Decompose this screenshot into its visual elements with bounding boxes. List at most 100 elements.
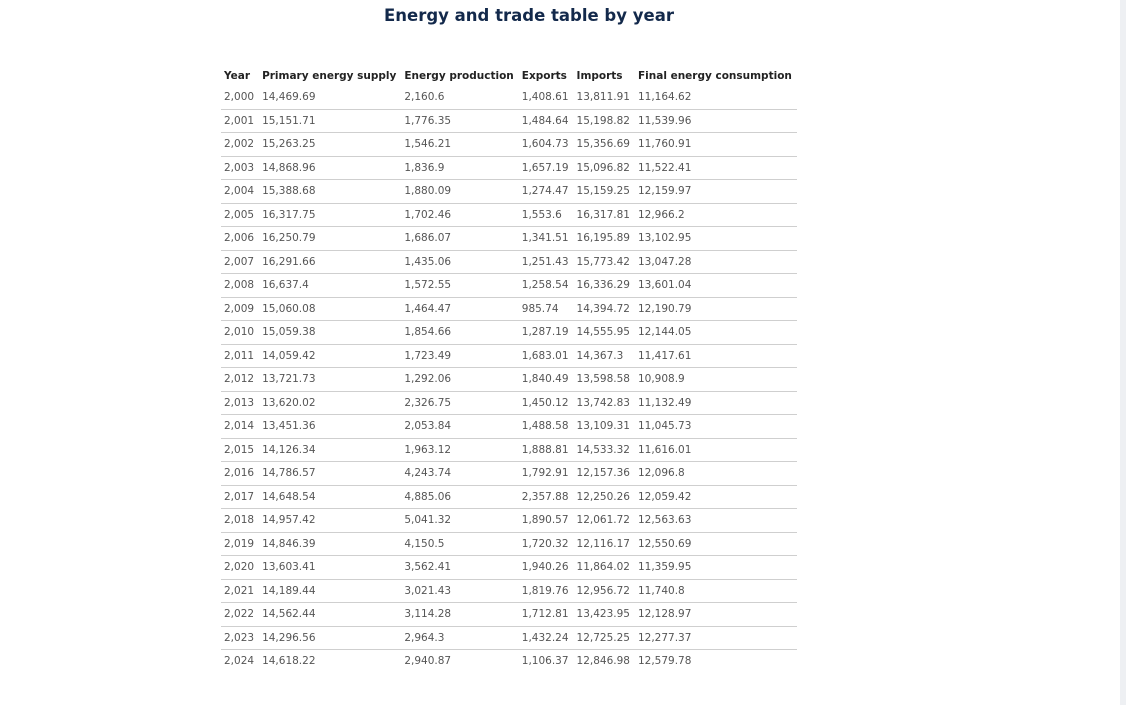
table-row: 2,019 14,846.39 4,150.5 1,720.32 12,116.17 12…: [221, 531, 797, 556]
cell-exports: 1,484.64: [518, 108, 574, 133]
cell-primary-energy-supply: 14,648.54: [259, 484, 402, 509]
cell-primary-energy-supply: 13,603.41: [259, 555, 402, 579]
cell-imports: 13,742.83: [573, 390, 635, 415]
cell-final-energy-consumption: 12,144.05: [634, 320, 797, 344]
cell-final-energy-consumption: 12,563.63: [634, 508, 797, 532]
table-row: 2,011 14,059.42 1,723.49 1,683.01 14,367.3 11…: [221, 343, 797, 368]
cell-year: 2,017: [221, 484, 260, 509]
cell-primary-energy-supply: 15,388.68: [259, 179, 402, 203]
column-header-imports: Imports: [576, 70, 623, 82]
cell-energy-production: 3,114.28: [401, 602, 519, 626]
cell-energy-production: 1,723.49: [401, 343, 519, 368]
cell-energy-production: 4,150.5: [401, 531, 519, 556]
cell-exports: 1,604.73: [518, 132, 574, 156]
cell-imports: 12,846.98: [573, 649, 635, 673]
cell-final-energy-consumption: 11,760.91: [634, 132, 797, 156]
cell-imports: 12,250.26: [573, 484, 635, 509]
column-header-energy-production: Energy production: [404, 70, 514, 82]
cell-final-energy-consumption: 12,096.8: [634, 461, 797, 485]
cell-imports: 14,367.3: [573, 343, 635, 368]
table-title: Energy and trade table by year: [384, 6, 674, 25]
cell-exports: 1,258.54: [518, 273, 574, 297]
table-body: 2,000 14,469.69 2,160.6 1,408.61 13,811.91 11…: [221, 86, 797, 673]
cell-final-energy-consumption: 13,102.95: [634, 226, 797, 250]
table-row: 2,013 13,620.02 2,326.75 1,450.12 13,742.83 1…: [221, 390, 797, 415]
table-row: 2,006 16,250.79 1,686.07 1,341.51 16,195.89 1…: [221, 226, 797, 250]
cell-imports: 12,956.72: [573, 578, 635, 603]
table-row: 2,022 14,562.44 3,114.28 1,712.81 13,423.95 1…: [221, 602, 797, 626]
cell-imports: 14,555.95: [573, 320, 635, 344]
cell-primary-energy-supply: 15,059.38: [259, 320, 402, 344]
cell-primary-energy-supply: 15,263.25: [259, 132, 402, 156]
cell-energy-production: 3,562.41: [401, 555, 519, 579]
cell-imports: 13,811.91: [576, 91, 630, 104]
cell-exports: 1,450.12: [518, 390, 574, 415]
table-row: 2,020 13,603.41 3,562.41 1,940.26 11,864.02 1…: [221, 555, 797, 579]
cell-imports: 14,533.32: [573, 437, 635, 462]
cell-exports: 985.74: [518, 296, 574, 321]
cell-energy-production: 1,854.66: [401, 320, 519, 344]
cell-energy-production: 4,885.06: [401, 484, 519, 509]
cell-year: 2,010: [221, 320, 260, 344]
cell-imports: 15,096.82: [573, 155, 635, 180]
cell-exports: 1,657.19: [518, 155, 574, 180]
cell-imports: 12,061.72: [573, 508, 635, 532]
cell-final-energy-consumption: 11,164.62: [637, 91, 692, 104]
column-header-exports: Exports: [521, 70, 567, 82]
cell-exports: 1,287.19: [518, 320, 574, 344]
cell-imports: 14,394.72: [573, 296, 635, 321]
cell-primary-energy-supply: 15,151.71: [259, 108, 402, 133]
cell-primary-energy-supply: 14,957.42: [259, 508, 402, 532]
cell-primary-energy-supply: 13,721.73: [259, 367, 402, 391]
cell-primary-energy-supply: 14,059.42: [259, 343, 402, 368]
cell-final-energy-consumption: 11,522.41: [634, 155, 797, 180]
cell-imports: 15,773.42: [573, 249, 635, 274]
cell-final-energy-consumption: 11,539.96: [634, 108, 797, 133]
table-row: 2,003 14,868.96 1,836.9 1,657.19 15,096.82 11…: [221, 155, 797, 180]
cell-energy-production: 1,776.35: [401, 108, 519, 133]
cell-energy-production: 4,243.74: [401, 461, 519, 485]
cell-year: 2,023: [221, 625, 260, 650]
cell-primary-energy-supply: 14,296.56: [259, 625, 402, 650]
table-row: 2,014 13,451.36 2,053.84 1,488.58 13,109.31 1…: [221, 414, 797, 438]
cell-exports: 1,432.24: [518, 625, 574, 650]
cell-final-energy-consumption: 11,740.8: [634, 578, 797, 603]
cell-energy-production: 1,572.55: [401, 273, 519, 297]
cell-year: 2,018: [221, 508, 260, 532]
cell-exports: 1,408.61: [521, 91, 569, 104]
cell-exports: 1,888.81: [518, 437, 574, 462]
cell-energy-production: 1,880.09: [401, 179, 519, 203]
cell-primary-energy-supply: 16,637.4: [259, 273, 402, 297]
cell-imports: 13,423.95: [573, 602, 635, 626]
cell-primary-energy-supply: 16,250.79: [259, 226, 402, 250]
cell-exports: 1,890.57: [518, 508, 574, 532]
cell-energy-production: 1,464.47: [401, 296, 519, 321]
cell-energy-production: 2,940.87: [401, 649, 519, 673]
table-row: 2,009 15,060.08 1,464.47 985.74 14,394.72 12,…: [221, 296, 797, 321]
column-header-primary-energy-supply: Primary energy supply: [262, 70, 397, 82]
cell-year: 2,021: [221, 578, 260, 603]
cell-year: 2,015: [221, 437, 260, 462]
cell-energy-production: 1,702.46: [401, 202, 519, 227]
cell-imports: 12,116.17: [573, 531, 635, 556]
table-row: 2,000 14,469.69 2,160.6 1,408.61 13,811.91 11…: [221, 86, 797, 109]
cell-imports: 16,336.29: [573, 273, 635, 297]
cell-year: 2,000: [224, 91, 255, 104]
cell-final-energy-consumption: 12,966.2: [634, 202, 797, 227]
cell-exports: 1,106.37: [518, 649, 574, 673]
cell-imports: 13,598.58: [573, 367, 635, 391]
cell-primary-energy-supply: 16,317.75: [259, 202, 402, 227]
column-header-final-energy-consumption: Final energy consumption: [637, 70, 792, 82]
cell-final-energy-consumption: 13,601.04: [634, 273, 797, 297]
cell-year: 2,016: [221, 461, 260, 485]
cell-year: 2,009: [221, 296, 260, 321]
table-row: 2,005 16,317.75 1,702.46 1,553.6 16,317.81 12…: [221, 202, 797, 227]
cell-year: 2,020: [221, 555, 260, 579]
cell-final-energy-consumption: 11,045.73: [634, 414, 797, 438]
cell-primary-energy-supply: 14,868.96: [259, 155, 402, 180]
cell-final-energy-consumption: 12,579.78: [634, 649, 797, 673]
cell-energy-production: 1,836.9: [401, 155, 519, 180]
cell-primary-energy-supply: 14,618.22: [259, 649, 402, 673]
energy-trade-table: Year Primary energy supply Energy produc…: [221, 66, 797, 673]
scrollbar-track[interactable]: [1120, 0, 1126, 705]
